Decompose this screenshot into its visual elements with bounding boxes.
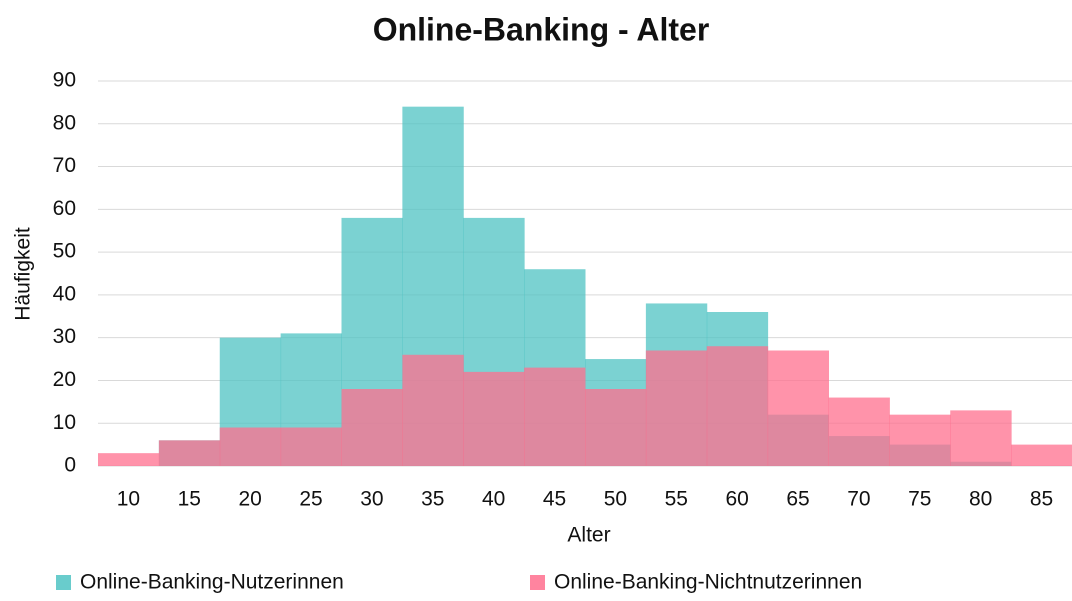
bars bbox=[98, 106, 1072, 467]
y-tick-label: 40 bbox=[53, 282, 76, 305]
y-axis-label: Häufigkeit bbox=[12, 227, 35, 321]
x-tick-label: 65 bbox=[786, 488, 809, 511]
labels: 0 10 20 30 40 50 60 70 80 90 10 15 20 25 30 35 40 45 50 55 6… bbox=[53, 69, 1054, 594]
legend-swatch bbox=[56, 575, 71, 590]
y-tick-label: 0 bbox=[64, 454, 76, 477]
x-tick-label: 40 bbox=[482, 488, 505, 511]
bar bbox=[950, 410, 1012, 466]
x-tick-label: 10 bbox=[117, 488, 140, 511]
bar bbox=[585, 389, 647, 466]
bar bbox=[219, 427, 282, 466]
bar bbox=[828, 397, 890, 466]
x-tick-label: 30 bbox=[360, 488, 383, 511]
bar bbox=[889, 414, 951, 466]
bar bbox=[645, 350, 708, 466]
x-tick-label: 55 bbox=[665, 488, 688, 511]
bar bbox=[767, 350, 829, 466]
y-tick-label: 20 bbox=[53, 368, 76, 391]
chart-title: Online-Banking - Alter bbox=[373, 11, 710, 47]
x-tick-label: 60 bbox=[726, 488, 749, 511]
x-tick-label: 75 bbox=[908, 488, 931, 511]
bar bbox=[341, 389, 403, 466]
x-tick-label: 20 bbox=[239, 488, 262, 511]
legend-label: Online-Banking-Nutzerinnen bbox=[80, 571, 344, 594]
y-tick-label: 80 bbox=[53, 111, 76, 134]
bar bbox=[706, 346, 769, 466]
y-tick-label: 50 bbox=[53, 240, 76, 263]
x-tick-label: 25 bbox=[299, 488, 322, 511]
x-tick-label: 50 bbox=[604, 488, 627, 511]
legend-label: Online-Banking-Nichtnutzerinnen bbox=[554, 571, 862, 594]
bar bbox=[98, 453, 160, 466]
legend-swatch bbox=[530, 575, 545, 590]
bar bbox=[280, 427, 342, 466]
x-tick-label: 15 bbox=[178, 488, 201, 511]
x-tick-label: 70 bbox=[847, 488, 870, 511]
x-axis-label: Alter bbox=[567, 524, 610, 547]
bar bbox=[463, 371, 525, 466]
y-tick-label: 60 bbox=[53, 197, 76, 220]
bar bbox=[524, 367, 586, 466]
y-tick-label: 90 bbox=[53, 69, 76, 92]
x-tick-label: 85 bbox=[1030, 488, 1053, 511]
bar bbox=[158, 440, 221, 466]
y-tick-label: 70 bbox=[53, 154, 76, 177]
y-tick-label: 30 bbox=[53, 325, 76, 348]
y-tick-label: 10 bbox=[53, 411, 76, 434]
bar bbox=[1011, 444, 1072, 466]
bar bbox=[402, 354, 464, 466]
x-tick-label: 80 bbox=[969, 488, 992, 511]
x-tick-label: 45 bbox=[543, 488, 566, 511]
x-tick-label: 35 bbox=[421, 488, 444, 511]
